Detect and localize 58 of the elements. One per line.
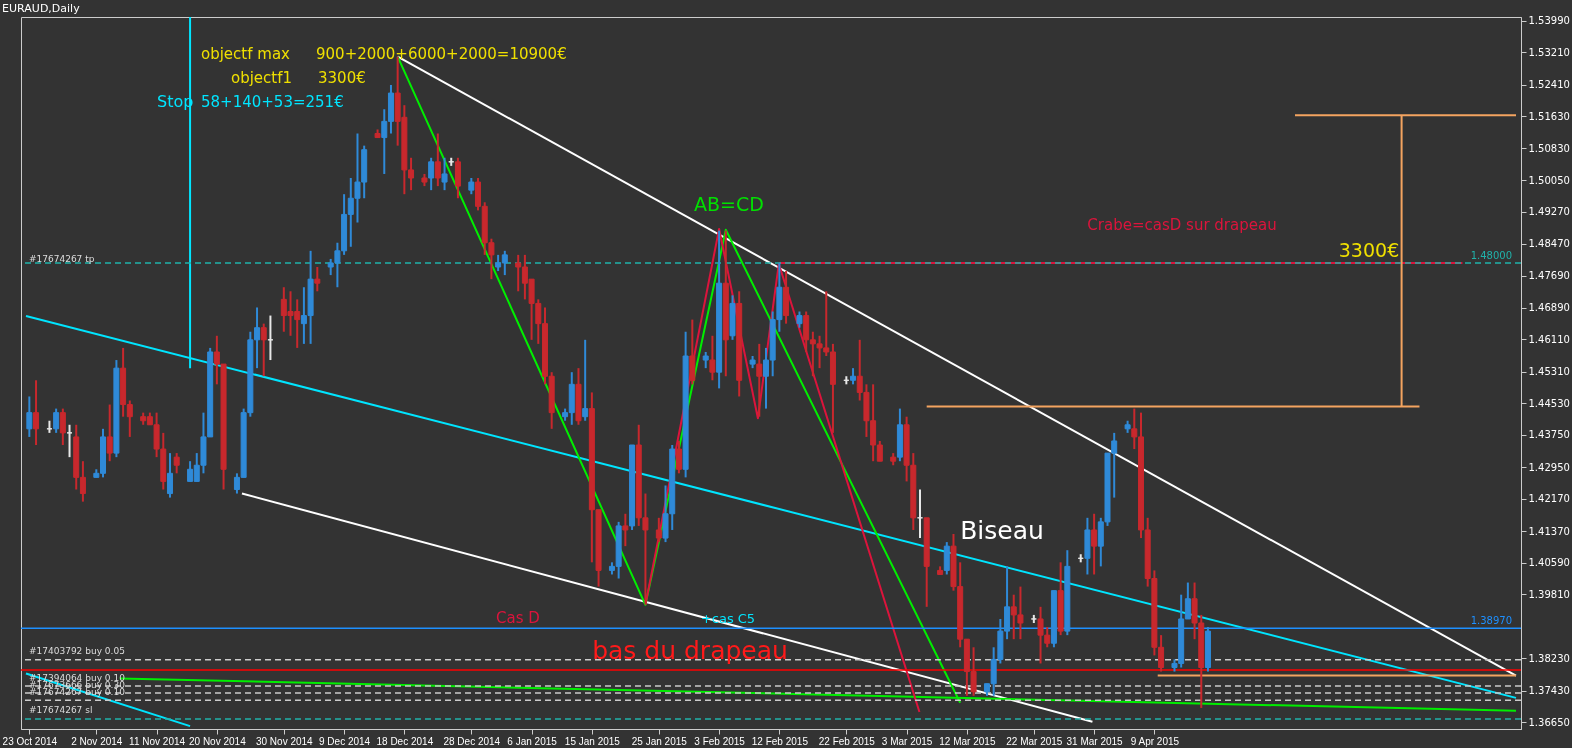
x-tick-label: 9 Apr 2015: [1130, 735, 1180, 747]
x-tick-label: 28 Dec 2014: [443, 735, 501, 747]
x-tick-label: 11 Nov 2014: [129, 735, 186, 747]
x-tick-label: 3 Mar 2015: [881, 735, 933, 747]
y-tick-label: 1.43750: [1528, 429, 1570, 441]
x-tick-label: 30 Nov 2014: [255, 735, 314, 747]
annotation: objectf1: [231, 69, 293, 87]
x-tick-label: 2 Nov 2014: [71, 735, 123, 747]
y-tick-label: 1.45310: [1528, 366, 1570, 378]
y-tick-label: 1.38230: [1528, 652, 1570, 664]
y-tick-label: 1.53990: [1528, 15, 1570, 27]
y-tick-label: 1.50050: [1528, 174, 1570, 186]
annotation: bas du drapeau: [592, 636, 788, 665]
y-tick-label: 1.41370: [1528, 525, 1570, 537]
annotation: AB=CD: [694, 193, 764, 215]
y-tick-label: 1.48470: [1528, 238, 1570, 250]
x-tick-label: 23 Oct 2014: [2, 735, 58, 747]
y-tick-label: 1.49270: [1528, 206, 1570, 218]
annotation: Biseau: [960, 516, 1044, 545]
ref-line-label: 1.48000: [1470, 249, 1512, 261]
y-tick-label: 1.42170: [1528, 493, 1570, 505]
ref-line-label: 1.38970: [1470, 615, 1512, 627]
y-tick-label: 1.46110: [1528, 333, 1570, 345]
y-tick-label: 1.53210: [1528, 46, 1570, 58]
annotation: #17674267 tp: [29, 254, 95, 264]
y-tick-label: 1.40590: [1528, 557, 1570, 569]
annotation: objectf max: [201, 45, 291, 63]
x-tick-label: 12 Feb 2015: [751, 735, 809, 747]
annotation: 3300€: [1338, 239, 1400, 261]
y-tick-label: 1.51630: [1528, 110, 1570, 122]
y-tick-label: 1.50830: [1528, 142, 1570, 154]
y-tick-label: 1.46890: [1528, 302, 1570, 314]
x-tick-label: 20 Nov 2014: [188, 735, 247, 747]
annotation: 900+2000+6000+2000=10900€: [316, 45, 567, 63]
annotation: Cas D: [496, 609, 540, 627]
x-tick-label: 3 Feb 2015: [694, 735, 746, 747]
y-tick-label: 1.52410: [1528, 79, 1570, 91]
x-tick-label: 22 Feb 2015: [818, 735, 876, 747]
y-tick-label: 1.42950: [1528, 461, 1570, 473]
x-tick-label: 12 Mar 2015: [939, 735, 996, 747]
y-tick-label: 1.44530: [1528, 397, 1570, 409]
x-tick-label: 15 Jan 2015: [564, 735, 621, 747]
x-tick-label: 9 Dec 2014: [319, 735, 371, 747]
annotation: 3300€: [318, 69, 366, 87]
x-tick-label: 18 Dec 2014: [376, 735, 434, 747]
annotation: 58+140+53=251€: [201, 93, 344, 111]
chart-title: EURAUD,Daily: [2, 1, 81, 15]
x-tick-label: 25 Jan 2015: [631, 735, 688, 747]
y-tick-label: 1.39810: [1528, 588, 1570, 600]
y-tick-label: 1.47690: [1528, 270, 1570, 281]
x-tick-label: 22 Mar 2015: [1006, 735, 1063, 747]
y-tick-label: 1.37430: [1528, 685, 1570, 697]
annotation: #17674267 sl: [29, 705, 93, 715]
x-tick-label: 6 Jan 2015: [507, 735, 558, 747]
y-tick-label: 1.36650: [1528, 716, 1570, 728]
annotation: #17403792 buy 0.05: [29, 646, 125, 656]
x-tick-label: 31 Mar 2015: [1066, 735, 1124, 747]
annotation: Crabe=casD sur drapeau: [1087, 216, 1277, 234]
